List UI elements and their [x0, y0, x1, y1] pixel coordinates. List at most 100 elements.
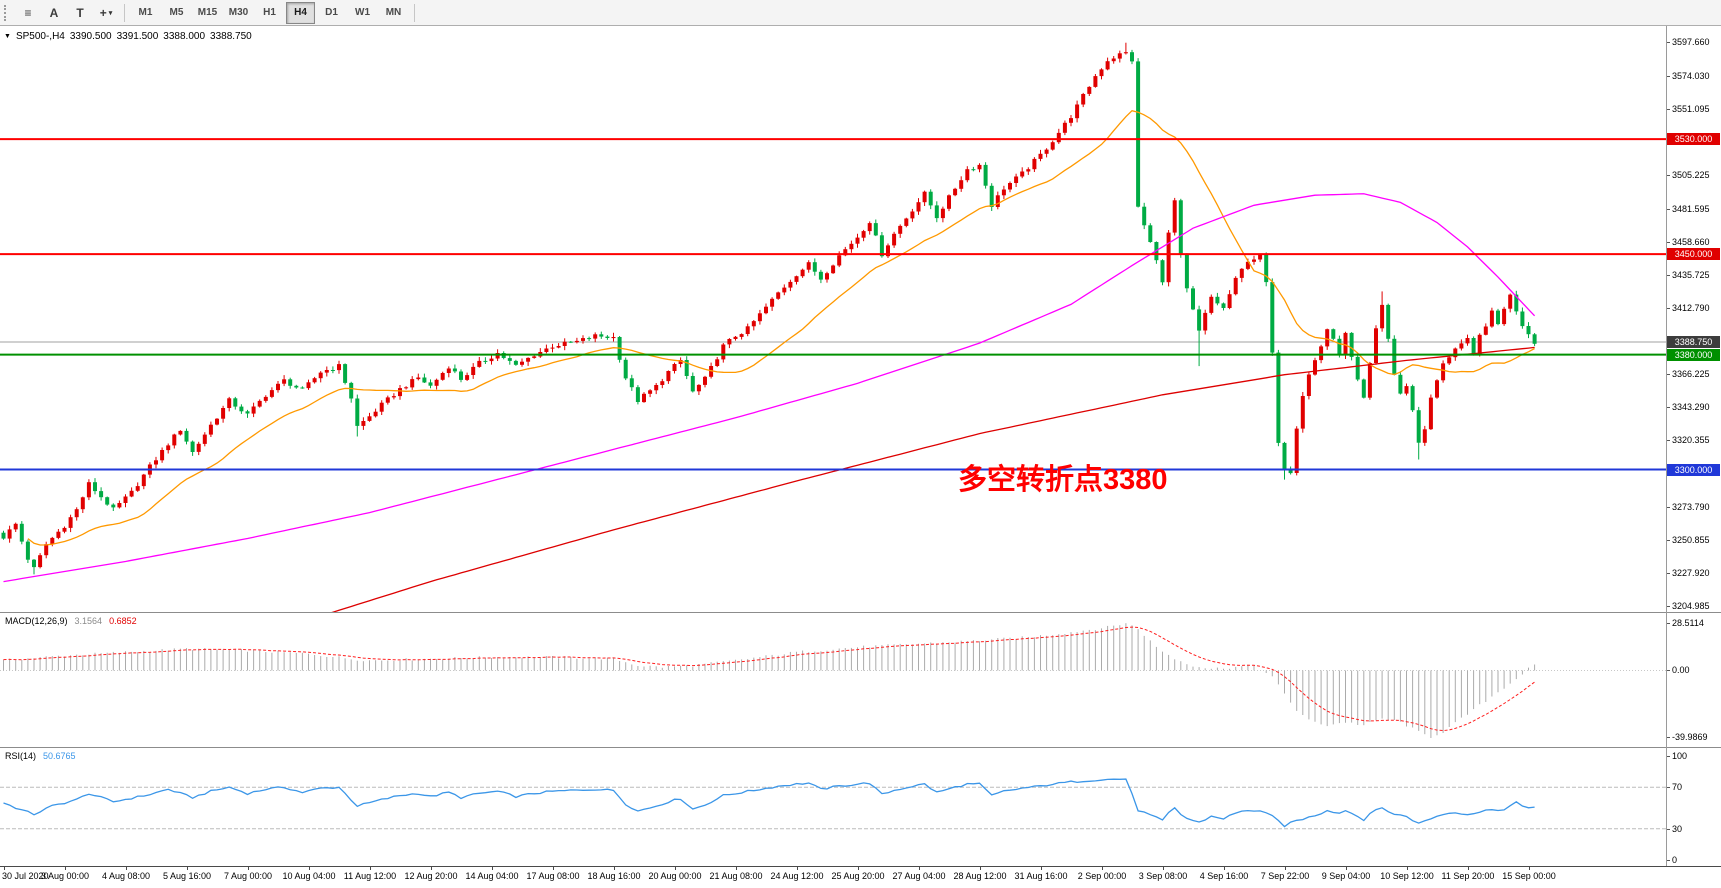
time-label: 3 Sep 08:00 — [1138, 871, 1188, 881]
time-label: 21 Aug 08:00 — [709, 871, 763, 881]
time-label: 17 Aug 08:00 — [526, 871, 580, 881]
time-tick — [492, 867, 493, 870]
timeframe-M15[interactable]: M15 — [197, 7, 218, 18]
macd-tick — [1666, 737, 1670, 738]
text-frame-tool-icon[interactable]: T — [68, 2, 92, 24]
price-tick-label: 3250.855 — [1672, 535, 1710, 545]
price-tick — [1666, 175, 1670, 176]
time-label: 7 Sep 22:00 — [1260, 871, 1310, 881]
ohlc-low: 3388.000 — [163, 31, 206, 42]
timeframe-H1[interactable]: H1 — [263, 7, 276, 18]
time-tick — [858, 867, 859, 870]
rsi-chart-canvas[interactable] — [0, 748, 1721, 866]
time-label: 10 Aug 04:00 — [282, 871, 336, 881]
rsi-panel[interactable]: RSI(14) 50.6765 100 70 30 0 — [0, 748, 1721, 866]
panel-resize-handle[interactable] — [0, 612, 1721, 613]
macd-name: MACD(12,26,9) — [5, 616, 68, 626]
time-tick — [248, 867, 249, 870]
macd-main-value: 3.1564 — [74, 616, 103, 626]
price-tick — [1666, 308, 1670, 309]
time-tick — [187, 867, 188, 870]
rsi-value: 50.6765 — [43, 751, 76, 761]
timeframe-M1[interactable]: M1 — [138, 7, 153, 18]
candlestick-chart-canvas[interactable] — [0, 26, 1721, 612]
time-label: 24 Aug 12:00 — [770, 871, 824, 881]
chart-window-icon[interactable]: ≡ — [16, 2, 40, 24]
timeframe-H4[interactable]: H4 — [286, 1, 315, 24]
macd-panel[interactable]: MACD(12,26,9) 3.1564 0.6852 28.5114 0.00 -… — [0, 613, 1721, 747]
price-tick-label: 3412.790 — [1672, 303, 1710, 313]
main-chart-panel[interactable]: ▼ SP500-,H4 3390.500 3391.500 3388.000 3… — [0, 26, 1721, 612]
time-label: 9 Sep 04:00 — [1321, 871, 1371, 881]
rsi-tick-label: 100 — [1672, 751, 1688, 761]
timeframe-D1[interactable]: D1 — [325, 7, 338, 18]
time-label: 31 Aug 16:00 — [1014, 871, 1068, 881]
macd-tick-label: -39.9869 — [1672, 732, 1708, 742]
price-tick — [1666, 507, 1670, 508]
time-label: 4 Aug 08:00 — [101, 871, 151, 881]
price-axis: 3597.660 3574.030 3551.095 3505.225 3481.595… — [1666, 26, 1721, 612]
time-tick — [919, 867, 920, 870]
toolbar-grip[interactable] — [4, 4, 10, 21]
time-tick — [370, 867, 371, 870]
toolbar-separator — [124, 3, 125, 22]
rsi-value-axis: 100 70 30 0 — [1666, 748, 1721, 866]
macd-signal-value: 0.6852 — [109, 616, 137, 626]
rsi-tick-label: 70 — [1672, 782, 1683, 792]
price-tick — [1666, 440, 1670, 441]
timeframe-M30[interactable]: M30 — [228, 7, 249, 18]
rsi-tick-label: 30 — [1672, 824, 1683, 834]
time-tick — [1102, 867, 1103, 870]
time-tick — [1041, 867, 1042, 870]
macd-tick-label: 28.5114 — [1672, 618, 1704, 628]
macd-chart-canvas[interactable] — [0, 613, 1721, 747]
price-tick — [1666, 42, 1670, 43]
price-badge-3380.000: 3380.000 — [1667, 349, 1720, 361]
text-frame-tool-icon: T — [76, 5, 84, 20]
rsi-name: RSI(14) — [5, 751, 37, 761]
time-label: 7 Aug 00:00 — [223, 871, 273, 881]
price-badge-3300.000: 3300.000 — [1667, 464, 1720, 476]
time-tick — [309, 867, 310, 870]
time-label: 3 Aug 00:00 — [40, 871, 90, 881]
time-tick — [4, 867, 5, 870]
price-tick-label: 3320.355 — [1672, 435, 1710, 445]
price-tick-label: 3458.660 — [1672, 237, 1710, 247]
price-badge-3450.000: 3450.000 — [1667, 248, 1720, 260]
price-tick — [1666, 606, 1670, 607]
rsi-tick — [1666, 787, 1670, 788]
price-tick-label: 3343.290 — [1672, 402, 1710, 412]
time-label: 12 Aug 20:00 — [404, 871, 458, 881]
macd-indicator-label: MACD(12,26,9) 3.1564 0.6852 — [5, 616, 137, 626]
time-axis: 30 Jul 2020 3 Aug 00:00 4 Aug 08:00 5 Aug 1… — [0, 866, 1721, 888]
price-tick — [1666, 573, 1670, 574]
time-tick — [553, 867, 554, 870]
panel-resize-handle[interactable] — [0, 747, 1721, 748]
timeframe-M5[interactable]: M5 — [169, 7, 184, 18]
macd-value-axis: 28.5114 0.00 -39.9869 — [1666, 613, 1721, 747]
time-tick — [675, 867, 676, 870]
expand-arrow-icon[interactable]: ▼ — [4, 33, 11, 40]
price-tick-label: 3597.660 — [1672, 37, 1710, 47]
time-tick — [431, 867, 432, 870]
time-label: 4 Sep 16:00 — [1199, 871, 1249, 881]
time-tick — [1407, 867, 1408, 870]
timeframe-MN[interactable]: MN — [385, 7, 402, 18]
time-tick — [980, 867, 981, 870]
text-tool-icon: A — [49, 5, 59, 20]
time-label: 10 Sep 12:00 — [1380, 871, 1434, 881]
rsi-tick — [1666, 829, 1670, 830]
rsi-tick — [1666, 860, 1670, 861]
crosshair-tool-icon[interactable]: + ▾ — [94, 2, 118, 24]
time-label: 25 Aug 20:00 — [831, 871, 885, 881]
timeframe-W1[interactable]: W1 — [355, 7, 370, 18]
time-label: 2 Sep 00:00 — [1077, 871, 1127, 881]
text-tool-icon[interactable]: A — [42, 2, 66, 24]
toolbar-separator — [414, 3, 415, 22]
price-tick-label: 3505.225 — [1672, 170, 1710, 180]
macd-tick — [1666, 670, 1670, 671]
price-tick — [1666, 374, 1670, 375]
time-tick — [1346, 867, 1347, 870]
time-tick — [797, 867, 798, 870]
